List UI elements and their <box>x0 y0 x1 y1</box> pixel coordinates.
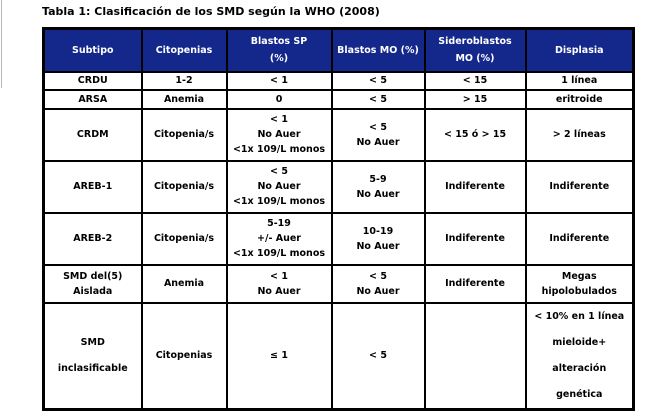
table-cell: < 5 No Auer <box>330 107 426 162</box>
header-cell-blastos-sp: Blastos SP (%) <box>225 27 333 73</box>
table-cell: Citopenia/s <box>140 211 228 266</box>
table-cell: > 2 líneas <box>524 107 635 162</box>
table-row-smd-del5-aislada: SMD del(5) Aislada Anemia < 1 No Auer < … <box>42 263 635 304</box>
table-cell: Anemia <box>140 263 228 304</box>
table-row-crdu: CRDU 1-2 < 1 < 5 < 15 1 línea <box>42 70 635 91</box>
table-row-arsa: ARSA Anemia 0 < 5 > 15 eritroide <box>42 88 635 110</box>
table-cell: Indiferente <box>524 211 635 266</box>
header-cell-subtipo: Subtipo <box>42 27 143 73</box>
header-cell-citopenias: Citopenias <box>140 27 228 73</box>
table-cell: < 1 <box>225 70 333 91</box>
table-cell: Indiferente <box>524 159 635 214</box>
table-cell: CRDU <box>42 70 143 91</box>
smd-classification-table: Subtipo Citopenias Blastos SP (%) Blasto… <box>42 27 635 411</box>
table-cell: > 15 <box>423 88 527 110</box>
table-cell <box>423 301 527 411</box>
table-cell: 5-9 No Auer <box>330 159 426 214</box>
table-row-crdm: CRDM Citopenia/s < 1 No Auer <1x 109/L m… <box>42 107 635 162</box>
header-cell-sideroblastos-mo: Sideroblastos MO (%) <box>423 27 527 73</box>
table-cell: 5-19 +/- Auer <1x 109/L monos <box>225 211 333 266</box>
table-cell: ARSA <box>42 88 143 110</box>
table-cell: 1-2 <box>140 70 228 91</box>
table-cell: 0 <box>225 88 333 110</box>
table-cell: Anemia <box>140 88 228 110</box>
table-cell: eritroide <box>524 88 635 110</box>
table-cell: 10-19 No Auer <box>330 211 426 266</box>
table-cell: < 10% en 1 línea mieloide+ alteración ge… <box>524 301 635 411</box>
table-row-areb1: AREB-1 Citopenia/s < 5 No Auer <1x 109/L… <box>42 159 635 214</box>
table-row-smd-inclasificable: SMD inclasificable Citopenias ≤ 1 < 5 < … <box>42 301 635 411</box>
table-cell: AREB-2 <box>42 211 143 266</box>
table-cell: < 5 <box>330 88 426 110</box>
table-cell: SMD inclasificable <box>42 301 143 411</box>
table-cell: < 5 <box>330 301 426 411</box>
table-cell: Megas hipolobulados <box>524 263 635 304</box>
table-cell: ≤ 1 <box>225 301 333 411</box>
table-cell: CRDM <box>42 107 143 162</box>
table-cell: Citopenia/s <box>140 159 228 214</box>
header-row: Subtipo Citopenias Blastos SP (%) Blasto… <box>42 27 635 73</box>
table-cell: AREB-1 <box>42 159 143 214</box>
table-cell: Citopenia/s <box>140 107 228 162</box>
table-cell: < 5 No Auer <1x 109/L monos <box>225 159 333 214</box>
table-cell: Indiferente <box>423 263 527 304</box>
page-edge-line <box>1 0 2 88</box>
table-cell: SMD del(5) Aislada <box>42 263 143 304</box>
table-title: Tabla 1: Clasificación de los SMD según … <box>42 5 380 18</box>
table-cell: Citopenias <box>140 301 228 411</box>
table-cell: < 5 <box>330 70 426 91</box>
table-cell: Indiferente <box>423 159 527 214</box>
table-cell: < 1 No Auer <box>225 263 333 304</box>
table-cell: < 5 No Auer <box>330 263 426 304</box>
header-cell-displasia: Displasia <box>524 27 635 73</box>
table-cell: < 1 No Auer <1x 109/L monos <box>225 107 333 162</box>
table-cell: 1 línea <box>524 70 635 91</box>
table-cell: < 15 ó > 15 <box>423 107 527 162</box>
header-cell-blastos-mo: Blastos MO (%) <box>330 27 426 73</box>
table-cell: Indiferente <box>423 211 527 266</box>
table-cell: < 15 <box>423 70 527 91</box>
table-row-areb2: AREB-2 Citopenia/s 5-19 +/- Auer <1x 109… <box>42 211 635 266</box>
